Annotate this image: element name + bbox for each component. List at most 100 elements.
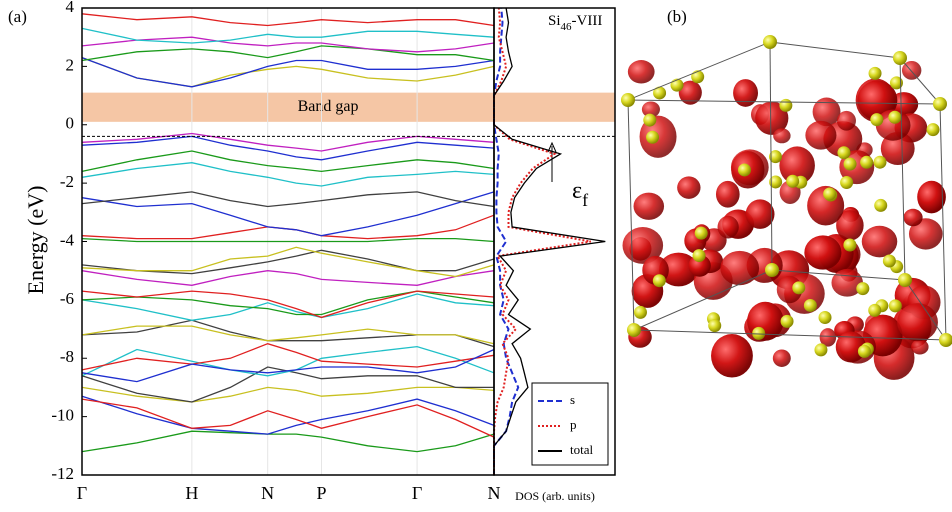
cell-edge [939,103,947,341]
band-line [81,191,495,208]
cell-edge [769,41,773,271]
material-label: Si46-VIII [548,13,602,32]
si-atom [823,187,837,201]
band-line [81,249,495,275]
si-atom [694,226,708,240]
red-lobe [836,110,856,131]
band-line [81,325,495,345]
si-atom [873,155,887,169]
band-line [81,348,495,383]
si-atom [646,130,660,144]
si-atom [765,263,779,277]
si-atom [670,78,684,92]
band-line [81,319,495,348]
x-axis-label: DOS (arb. units) [515,489,595,503]
legend-label: p [570,417,577,432]
cell-edge [627,99,941,105]
si-atom [860,155,874,169]
band-line [81,246,495,278]
si-atom [780,314,794,328]
red-lobe [911,339,929,355]
panel-label: (a) [8,7,27,26]
band-line [81,395,495,435]
si-atom [870,113,884,127]
red-lobe [677,176,701,199]
band-line [81,293,495,321]
red-lobe [772,349,791,367]
label-text: ε [572,178,582,204]
y-tick-label: -2 [60,172,74,191]
si-atom [933,97,947,111]
si-atom [643,113,657,127]
legend-label: total [570,442,593,457]
red-lobe [755,101,789,135]
red-lobe [622,227,664,264]
si-atom [779,98,793,112]
si-atom [868,66,882,80]
label-sub: f [582,190,588,210]
red-lobe [715,180,740,208]
si-atom [874,198,888,212]
si-atom [692,249,706,263]
red-lobe [897,303,938,342]
cell-edge [627,99,635,331]
dos-line [493,7,520,475]
x-tick-label: P [317,483,327,503]
band-line [81,366,494,403]
band-line [81,45,495,62]
legend-label: s [570,392,575,407]
band-line [81,13,495,27]
y-tick-label: -12 [51,464,74,483]
si-atom [769,175,783,189]
cell-edge [899,57,906,281]
si-atom [882,254,896,268]
cell-edge [769,41,901,59]
y-tick-label: 2 [66,55,75,74]
x-tick-label: Γ [412,483,422,503]
band-line [81,290,495,316]
red-lobe [678,80,702,105]
red-lobe [627,60,655,84]
label-sub: 46 [561,21,573,33]
red-lobe [917,180,946,214]
si-atom [814,343,828,357]
si-atom [857,344,871,358]
x-tick-label: N [488,483,501,503]
band-line [81,290,495,319]
label-text: -VIII [572,13,603,29]
si-atom [837,146,851,160]
red-lobe [720,250,760,286]
y-tick-label: -10 [51,406,74,425]
fermi-label: εf [572,178,588,211]
red-lobe [908,218,943,250]
si-atom [786,174,800,188]
red-lobe [805,120,837,150]
y-tick-label: 4 [66,0,75,16]
plot-frame [493,7,616,476]
si-atom [803,298,817,312]
band-gap-label: Band gap [298,98,359,115]
band-line [81,270,495,286]
red-lobe [857,80,898,121]
band-line [81,398,495,438]
red-lobe [903,208,923,227]
legend: sp total [531,382,609,466]
red-lobe [633,192,665,220]
band-line [81,214,495,240]
y-tick-label: 0 [66,114,75,133]
si-atom [889,76,903,90]
dos-line [493,7,606,475]
red-lobe [779,146,815,185]
band-line [81,162,495,187]
label-text: Si [548,13,561,29]
band-line [81,237,495,243]
si-atom [708,319,722,333]
si-atom [652,274,666,288]
si-atom [939,333,952,347]
si-atom [856,282,870,296]
si-atom [768,150,782,164]
si-atom [843,238,857,252]
band-line [81,386,495,403]
cell-edge [904,279,947,341]
band-line [81,56,495,88]
